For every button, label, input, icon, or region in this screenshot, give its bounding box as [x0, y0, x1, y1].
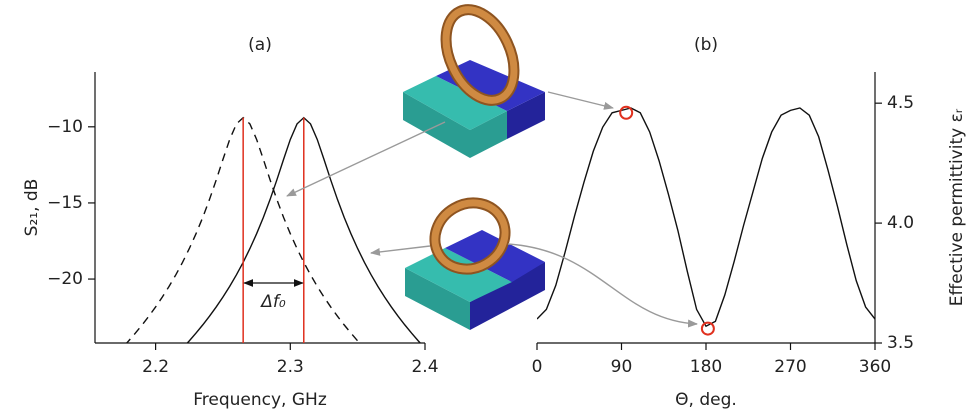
x-axis-label: Frequency, GHz [193, 390, 327, 410]
y-tick-label: 4.5 [887, 93, 914, 113]
x-axis-label: Θ, deg. [675, 390, 737, 410]
pointer-arrow [547, 91, 614, 110]
x-tick-label: 2.2 [142, 357, 169, 377]
x-tick-label: 2.4 [411, 357, 438, 377]
plot-area [125, 116, 422, 343]
y-tick-label: 4.0 [887, 213, 914, 233]
x-tick-label: 0 [532, 357, 543, 377]
annotation: Δf₀ [259, 292, 286, 312]
x-tick-label: 90 [611, 357, 633, 377]
y-axis-label: Effective permittivity εᵣ [947, 108, 967, 306]
curve [537, 107, 875, 328]
panel-label: (b) [694, 35, 718, 55]
sample-upper [403, 4, 545, 158]
x-tick-label: 270 [774, 357, 806, 377]
panel-label: (a) [248, 35, 272, 55]
plot-area [537, 107, 875, 328]
x-tick-label: 360 [859, 357, 891, 377]
pointer-arrow [507, 243, 698, 328]
y-tick-label: −20 [47, 269, 83, 289]
sample-lower [405, 197, 545, 330]
x-tick-label: 180 [690, 357, 722, 377]
illustration [286, 4, 698, 330]
highlight-marker [619, 105, 634, 120]
pointer-arrow [286, 121, 446, 197]
x-tick-label: 2.3 [277, 357, 304, 377]
highlight-marker [700, 321, 715, 336]
curve [125, 116, 361, 343]
y-axis-label: S₂₁, dB [22, 179, 42, 237]
curve [186, 116, 422, 343]
y-tick-label: 3.5 [887, 333, 914, 353]
y-tick-label: −15 [47, 193, 83, 213]
pointer-arrow [370, 245, 431, 256]
y-tick-label: −10 [47, 117, 83, 137]
